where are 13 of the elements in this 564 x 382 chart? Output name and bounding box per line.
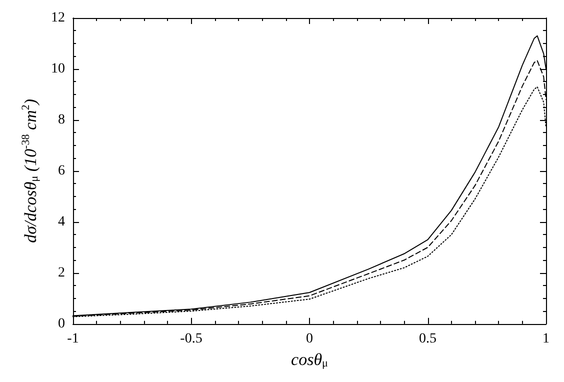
y-tick-label: 12 xyxy=(51,10,65,26)
y-tick-label: 10 xyxy=(51,61,65,76)
y-tick-label: 2 xyxy=(58,265,65,280)
y-tick-label: 8 xyxy=(58,112,65,128)
y-tick-label: 0 xyxy=(58,316,65,332)
x-tick-label: -0.5 xyxy=(180,331,202,346)
x-tick-label: 0.5 xyxy=(419,331,436,346)
x-tick-label: 1 xyxy=(542,331,550,346)
y-axis-title: dσ/dcosθμ (10-38 cm2) xyxy=(20,98,41,243)
x-tick-label: -1 xyxy=(67,331,79,346)
y-tick-label: 6 xyxy=(58,163,65,178)
x-tick-label: 0 xyxy=(306,331,313,346)
y-tick-label: 4 xyxy=(58,214,65,230)
